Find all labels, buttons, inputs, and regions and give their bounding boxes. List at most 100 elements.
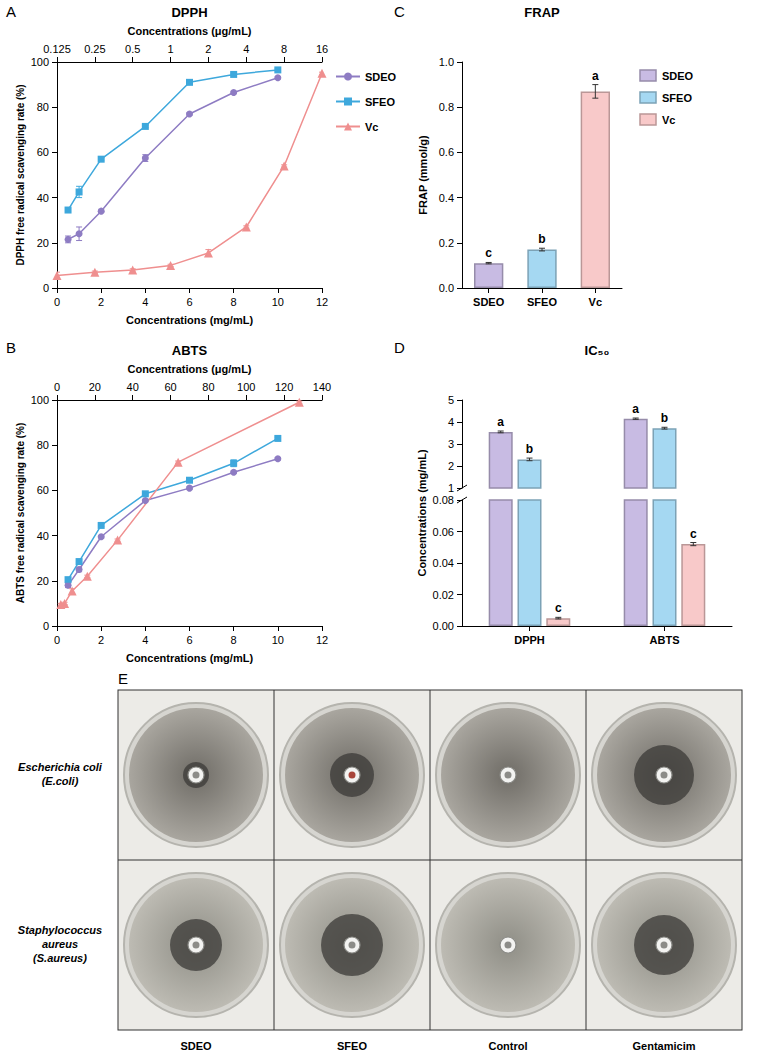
svg-text:b: b — [526, 442, 533, 456]
svg-text:20: 20 — [89, 381, 101, 393]
svg-text:4: 4 — [448, 416, 454, 428]
svg-text:1.0: 1.0 — [439, 56, 454, 68]
svg-text:0: 0 — [54, 296, 60, 308]
svg-text:0.25: 0.25 — [84, 43, 105, 55]
svg-text:2: 2 — [98, 634, 104, 646]
svg-text:SDEO: SDEO — [365, 71, 397, 83]
svg-text:2: 2 — [205, 43, 211, 55]
svg-text:8: 8 — [281, 43, 287, 55]
svg-text:Vc: Vc — [589, 296, 602, 308]
svg-text:0.06: 0.06 — [433, 526, 454, 538]
svg-text:a: a — [497, 415, 504, 429]
svg-text:Concentrations (μg/mL): Concentrations (μg/mL) — [127, 363, 251, 375]
svg-text:Vc: Vc — [662, 114, 675, 126]
svg-text:aureus: aureus — [42, 938, 78, 950]
svg-text:60: 60 — [37, 484, 49, 496]
svg-text:Concentrations (mg/mL): Concentrations (mg/mL) — [416, 449, 428, 576]
svg-text:Staphylococcus: Staphylococcus — [18, 924, 102, 936]
svg-text:(S.aureus): (S.aureus) — [33, 952, 87, 964]
svg-text:4: 4 — [142, 634, 148, 646]
svg-text:SFEO: SFEO — [527, 296, 557, 308]
svg-text:1: 1 — [448, 482, 454, 494]
svg-text:0: 0 — [54, 381, 60, 393]
svg-text:SFEO: SFEO — [365, 96, 395, 108]
svg-text:8: 8 — [231, 296, 237, 308]
svg-text:Concentrations (mg/mL): Concentrations (mg/mL) — [126, 652, 253, 664]
svg-text:0.2: 0.2 — [439, 237, 454, 249]
svg-text:80: 80 — [37, 439, 49, 451]
svg-text:a: a — [632, 402, 639, 416]
svg-text:Gentamicim: Gentamicim — [633, 1040, 696, 1052]
svg-text:FRAP (mmol/g): FRAP (mmol/g) — [417, 135, 429, 215]
svg-text:0.8: 0.8 — [439, 101, 454, 113]
svg-text:DPPH: DPPH — [171, 5, 207, 20]
svg-text:SDEO: SDEO — [180, 1040, 212, 1052]
svg-text:40: 40 — [127, 381, 139, 393]
svg-text:6: 6 — [186, 296, 192, 308]
svg-text:40: 40 — [37, 530, 49, 542]
svg-text:10: 10 — [272, 634, 284, 646]
svg-text:12: 12 — [316, 634, 328, 646]
svg-text:D: D — [394, 339, 405, 356]
svg-text:0.08: 0.08 — [433, 494, 454, 506]
svg-text:80: 80 — [202, 381, 214, 393]
svg-text:5: 5 — [448, 394, 454, 406]
svg-text:SFEO: SFEO — [337, 1040, 367, 1052]
svg-text:SFEO: SFEO — [662, 92, 692, 104]
svg-text:120: 120 — [275, 381, 293, 393]
svg-text:4: 4 — [142, 296, 148, 308]
svg-text:3: 3 — [448, 438, 454, 450]
svg-text:140: 140 — [313, 381, 331, 393]
svg-text:ABTS: ABTS — [650, 634, 680, 646]
svg-text:C: C — [394, 3, 405, 20]
svg-text:Vc: Vc — [365, 121, 378, 133]
svg-text:Escherichia coli: Escherichia coli — [18, 761, 103, 773]
svg-text:100: 100 — [237, 381, 255, 393]
svg-text:SDEO: SDEO — [662, 70, 694, 82]
svg-text:(E.coli): (E.coli) — [42, 775, 79, 787]
svg-text:FRAP: FRAP — [524, 5, 560, 20]
svg-text:40: 40 — [37, 192, 49, 204]
svg-text:DPPH free radical scavenging r: DPPH free radical scavenging rate (%) — [15, 84, 26, 265]
svg-text:0.02: 0.02 — [433, 589, 454, 601]
svg-text:100: 100 — [31, 56, 49, 68]
svg-text:0.4: 0.4 — [439, 192, 454, 204]
svg-text:b: b — [661, 411, 668, 425]
svg-text:20: 20 — [37, 237, 49, 249]
svg-text:2: 2 — [448, 460, 454, 472]
svg-text:ABTS: ABTS — [172, 343, 208, 358]
svg-text:0: 0 — [54, 634, 60, 646]
svg-text:100: 100 — [31, 394, 49, 406]
svg-text:c: c — [690, 527, 697, 541]
svg-text:ABTS free radical scavenging r: ABTS free radical scavenging rate (%) — [15, 423, 26, 604]
svg-text:c: c — [485, 246, 492, 260]
svg-text:0.0: 0.0 — [439, 282, 454, 294]
svg-text:c: c — [555, 601, 562, 615]
svg-text:0.04: 0.04 — [433, 557, 454, 569]
svg-text:DPPH: DPPH — [514, 634, 545, 646]
svg-text:0: 0 — [43, 282, 49, 294]
svg-text:IC₅₀: IC₅₀ — [585, 343, 610, 358]
svg-text:0: 0 — [43, 620, 49, 632]
svg-text:0.6: 0.6 — [439, 146, 454, 158]
svg-text:1: 1 — [168, 43, 174, 55]
svg-text:60: 60 — [37, 146, 49, 158]
svg-text:b: b — [538, 232, 545, 246]
svg-text:0.5: 0.5 — [125, 43, 140, 55]
svg-text:20: 20 — [37, 575, 49, 587]
svg-text:B: B — [6, 339, 16, 356]
svg-text:10: 10 — [272, 296, 284, 308]
svg-text:Concentrations (mg/mL): Concentrations (mg/mL) — [126, 314, 253, 326]
svg-text:12: 12 — [316, 296, 328, 308]
svg-text:60: 60 — [164, 381, 176, 393]
svg-text:16: 16 — [316, 43, 328, 55]
svg-text:4: 4 — [243, 43, 249, 55]
svg-text:E: E — [118, 670, 128, 687]
svg-text:Control: Control — [488, 1040, 527, 1052]
svg-text:Concentrations (μg/mL): Concentrations (μg/mL) — [127, 25, 251, 37]
svg-text:SDEO: SDEO — [473, 296, 505, 308]
svg-text:0.00: 0.00 — [433, 620, 454, 632]
svg-text:a: a — [592, 69, 599, 83]
svg-text:2: 2 — [98, 296, 104, 308]
svg-text:0.125: 0.125 — [43, 43, 71, 55]
